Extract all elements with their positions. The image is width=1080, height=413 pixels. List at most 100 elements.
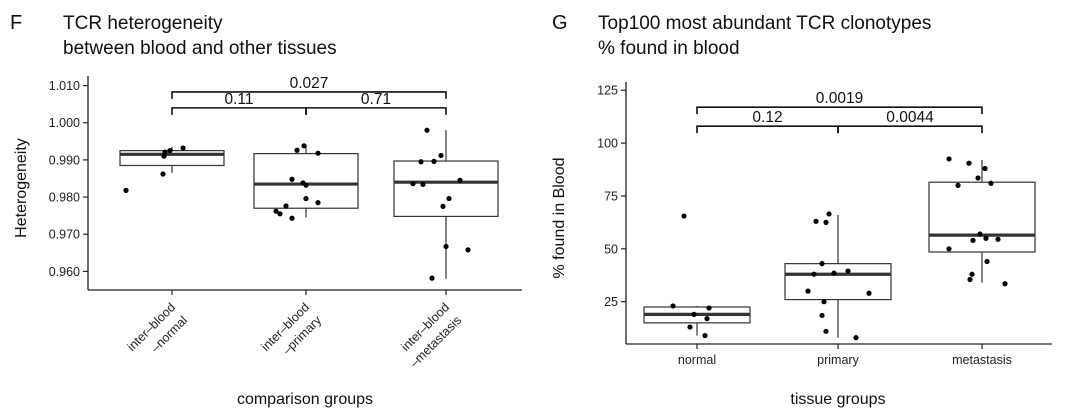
panel-g-p-value-label: 0.12 (752, 109, 782, 126)
panel-g-title-line-2: % found in blood (598, 38, 740, 59)
panel-g-data-point (805, 288, 811, 294)
panel-g-data-point (977, 231, 983, 237)
panel-f-y-tick-label: 1.010 (49, 79, 80, 93)
panel-f-title-line-1: TCR heterogeneity (63, 13, 223, 34)
panel-f-comparison-bracket (171, 107, 307, 115)
panel-g-data-point (955, 182, 961, 188)
panel-f-data-point (440, 203, 446, 209)
panel-g-data-point (866, 290, 872, 296)
panel-g-data-point (975, 175, 981, 181)
panel-g-data-point (819, 312, 825, 319)
panel-f-data-point (431, 158, 437, 164)
panel-f-data-point (301, 143, 307, 149)
panel-f-data-point (410, 181, 416, 187)
panel-g-y-tick-label: 25 (604, 295, 618, 309)
panel-g-x-axis-label: tissue groups (790, 391, 885, 408)
panel-g-data-point (813, 218, 819, 224)
panel-letter-f: F (10, 12, 22, 34)
panel-f-y-tick-label: 1.000 (49, 116, 80, 130)
panel-f-box (393, 160, 499, 218)
panel-g-y-tick-label: 125 (597, 84, 618, 98)
panel-f-data-point (294, 147, 300, 153)
panel-g-box (928, 181, 1036, 253)
panel-f-comparison-bracket (171, 91, 447, 99)
panel-f-data-point (420, 181, 426, 188)
panel-g-data-point (967, 276, 973, 283)
panel-g-data-point (988, 180, 994, 186)
panel-g-plot: 25 50 75 100 125 normal primary metastasis 0.12 0… (597, 82, 1052, 367)
panel-g-p-value-label: 0.0019 (816, 90, 863, 107)
panel-g-data-point (706, 305, 712, 311)
panel-g-data-point (946, 156, 952, 162)
panel-f-data-point (273, 208, 279, 214)
panel-f-p-value-label: 0.11 (224, 91, 253, 108)
panel-f-data-point (429, 275, 435, 281)
panel-f-x-axis-label: comparison groups (237, 391, 373, 408)
panel-f-data-point (303, 195, 309, 202)
panel-g-data-point (1002, 281, 1008, 287)
panel-g-y-tick-label: 75 (604, 189, 618, 203)
panel-g-data-point (984, 258, 990, 265)
panel-g-p-value-label: 0.0044 (886, 109, 934, 126)
panel-g-data-point (982, 165, 988, 172)
panel-f-title-line-2: between blood and other tissues (63, 38, 337, 59)
panel-f-y-tick-label: 0.990 (49, 153, 80, 167)
panel-f-p-value-label: 0.027 (290, 75, 329, 92)
panel-g-data-point (826, 211, 832, 217)
panel-f-y-tick-label: 0.980 (49, 191, 80, 205)
panel-f-data-point (180, 145, 186, 151)
panel-g-data-point (853, 335, 859, 341)
panel-g-data-point (831, 270, 837, 276)
panel-g-comparison-bracket (696, 106, 983, 115)
panel-f-y-tick-label: 0.960 (49, 265, 80, 279)
panel-g-x-tick-label: normal (678, 353, 716, 367)
panel-letter-g: G (552, 12, 568, 34)
panel-g-data-point (811, 271, 817, 277)
panel-g-y-tick-label: 100 (597, 137, 618, 151)
panel-g-data-point (823, 328, 829, 334)
panel-f-data-point (457, 177, 463, 183)
panel-g-data-point (845, 268, 851, 274)
panel-f-data-point (161, 153, 167, 159)
panel-g-title-line-1: Top100 most abundant TCR clonotypes (598, 13, 931, 34)
panel-f-data-point (277, 211, 283, 217)
panel-g-x-tick-label: metastasis (952, 353, 1012, 367)
panel-f-data-point (315, 200, 321, 206)
panel-f-data-point (446, 195, 452, 202)
panel-g-data-point (970, 237, 976, 243)
panel-f-data-point (438, 152, 444, 159)
panel-f-plot: 0.9600.9700.9800.9901.0001.010inter–bloo… (49, 75, 522, 370)
panel-g-data-point (823, 219, 829, 226)
panel-g-y-axis-label: % found in Blood (551, 158, 568, 279)
panel-g-comparison-bracket (696, 125, 839, 134)
panel-f-data-point (289, 215, 295, 221)
panel-f-data-point (289, 176, 295, 182)
panel-f-data-point (167, 148, 173, 154)
panel-f-y-axis-label: Heterogeneity (13, 138, 30, 238)
panel-g-data-point (691, 311, 697, 317)
panel-f-data-point (424, 127, 430, 133)
panel-g-x-tick-label: primary (817, 353, 859, 367)
panel-g-data-point (670, 303, 676, 309)
panel-g-data-point (995, 236, 1001, 242)
panel-g-data-point (704, 316, 710, 322)
panel-f-y-tick-label: 0.970 (49, 228, 80, 242)
panel-g-box (784, 263, 892, 301)
panel-g-data-point (969, 271, 975, 277)
panel-g-data-point (966, 160, 972, 166)
panel-g-data-point (821, 299, 827, 305)
panel-f-data-point (160, 171, 166, 177)
panel-f-data-point (418, 159, 424, 165)
panel-f-data-point (162, 149, 168, 155)
panel-f-comparison-bracket (305, 107, 447, 115)
panel-f-p-value-label: 0.71 (361, 91, 391, 108)
panel-g-data-point (946, 246, 952, 252)
panel-g-data-point (819, 261, 825, 267)
panel-g-data-point (702, 332, 708, 339)
panel-f-data-point (123, 187, 129, 193)
panel-f-data-point (300, 180, 306, 186)
panel-g-data-point (983, 235, 989, 241)
panel-f-data-point (315, 150, 321, 156)
panel-g-comparison-bracket (837, 125, 983, 134)
